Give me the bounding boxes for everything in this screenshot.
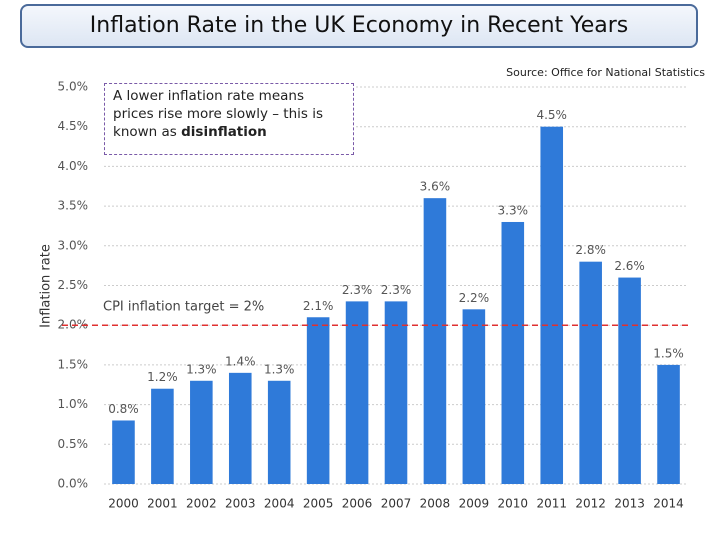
x-tick-label: 2012 [575, 497, 606, 511]
bar [618, 277, 641, 484]
value-label: 2.2% [459, 291, 490, 305]
y-tick-label: 4.0% [58, 159, 89, 173]
value-label: 2.6% [614, 259, 645, 273]
x-tick-label: 2014 [653, 497, 684, 511]
x-tick-label: 2011 [536, 497, 567, 511]
x-tick-label: 2000 [108, 497, 139, 511]
y-tick-label: 5.0% [58, 80, 89, 94]
y-tick-label: 3.0% [58, 238, 89, 252]
annotation-text: A lower inflation rate means prices rise… [113, 88, 323, 140]
value-label: 4.5% [536, 108, 567, 122]
bar [657, 364, 680, 484]
x-tick-label: 2004 [264, 497, 295, 511]
x-tick-label: 2003 [225, 497, 256, 511]
bar [345, 301, 369, 484]
value-label: 1.4% [225, 354, 256, 368]
x-tick-label: 2002 [186, 497, 217, 511]
y-axis-label: Inflation rate [39, 244, 54, 328]
x-tick-label: 2008 [420, 497, 451, 511]
bar [579, 261, 602, 484]
x-tick-label: 2006 [342, 497, 373, 511]
bar [501, 221, 525, 485]
x-tick-label: 2010 [498, 497, 529, 511]
y-tick-label: 2.5% [58, 278, 89, 292]
annotation-emphasis: disinflation [181, 124, 267, 140]
y-tick-label: 1.5% [58, 357, 89, 371]
bar [384, 301, 408, 484]
y-tick-label: 1.0% [58, 397, 89, 411]
value-label: 2.8% [575, 243, 606, 257]
value-label: 3.6% [420, 180, 451, 194]
chart-title: Inflation Rate in the UK Economy in Rece… [20, 4, 698, 48]
value-label: 2.3% [342, 283, 373, 297]
annotation: A lower inflation rate means prices rise… [104, 83, 354, 155]
x-tick-label: 2013 [614, 497, 645, 511]
y-tick-label: 0.0% [58, 477, 89, 491]
bar [112, 420, 135, 484]
bar [151, 388, 174, 484]
value-label: 3.3% [498, 203, 529, 217]
x-tick-label: 2005 [303, 497, 334, 511]
bar [462, 309, 486, 484]
value-label: 2.3% [381, 283, 412, 297]
bar [267, 380, 291, 484]
bar [306, 317, 330, 484]
y-tick-label: 0.5% [58, 437, 89, 451]
value-label: 1.5% [653, 346, 684, 360]
x-tick-label: 2007 [381, 497, 412, 511]
value-label: 0.8% [108, 402, 139, 416]
target-label: CPI inflation target = 2% [103, 300, 264, 315]
value-label: 1.2% [147, 370, 178, 384]
bar [423, 198, 447, 484]
value-label: 1.3% [186, 362, 217, 376]
x-tick-label: 2009 [459, 497, 490, 511]
bar [540, 126, 564, 484]
y-tick-label: 3.5% [58, 199, 89, 213]
x-tick-label: 2001 [147, 497, 178, 511]
source: Source: Office for National Statistics [506, 66, 705, 79]
bar [190, 380, 213, 484]
bar [228, 372, 252, 484]
value-label: 2.1% [303, 299, 334, 313]
y-tick-label: 4.5% [58, 119, 89, 133]
value-label: 1.3% [264, 362, 295, 376]
